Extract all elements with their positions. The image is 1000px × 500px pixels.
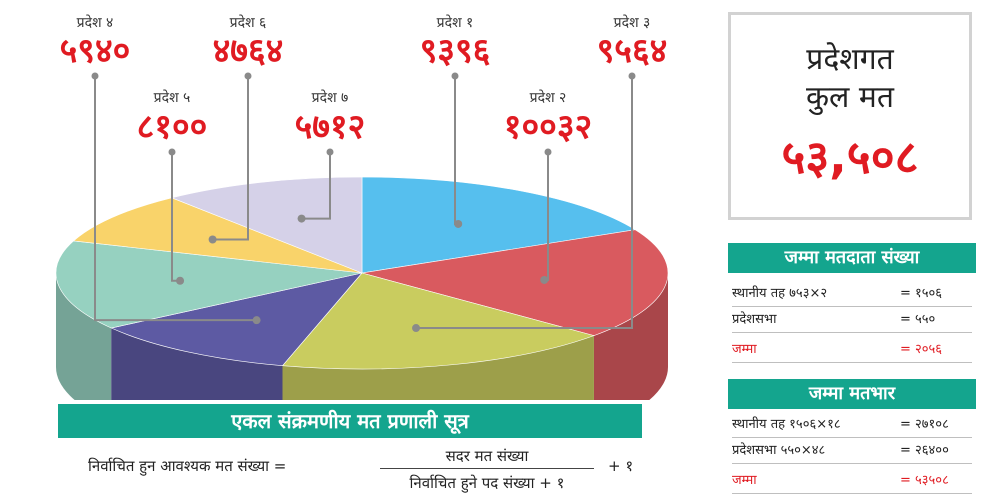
leader-end-7: [326, 148, 334, 156]
slice-value-7: ५७१२: [295, 107, 366, 147]
leader-line-3: [416, 74, 633, 330]
voters-row-total: जम्मा = २०५६: [732, 337, 972, 363]
pie-slice-3: [281, 272, 595, 370]
formula-denominator: निर्वाचित हुने पद संख्या + १: [409, 474, 565, 492]
weight-row-province-value: = २६४००: [900, 443, 949, 458]
leader-line-7: [301, 150, 331, 220]
voters-row-province-label: प्रदेशसभा: [732, 312, 777, 327]
formula-header: एकल संक्रमणीय मत प्रणाली सूत्र: [58, 404, 642, 438]
weight-row-local-value: = २७१०८: [900, 417, 949, 432]
weight-row-province: प्रदेशसभा ५५०×४८ = २६४००: [732, 438, 972, 464]
leader-line-6: [212, 74, 249, 241]
weight-row-total: जम्मा = ५३५०८: [732, 468, 972, 494]
slice-label-2: प्रदेश २: [530, 89, 567, 106]
total-title-line1: प्रदेशगत: [806, 42, 894, 77]
leader-line-4: [94, 74, 257, 322]
leader-dot-7: [297, 214, 306, 223]
pie-side-3: [282, 335, 594, 400]
leader-dot-1: [454, 219, 463, 228]
weight-header: जम्मा मतभार: [728, 379, 976, 409]
leader-dot-4: [252, 316, 261, 325]
slice-value-1: ९३९६: [420, 31, 491, 71]
leader-dot-5: [176, 276, 185, 285]
formula-tail: + १: [608, 457, 634, 475]
leader-end-6: [244, 72, 252, 80]
pie-slice-2: [361, 229, 669, 336]
quota-formula: निर्वाचित हुन आवश्यक मत संख्या = सदर मत …: [88, 446, 648, 500]
leader-dot-3: [412, 324, 421, 333]
voters-row-province-value: = ५५०: [900, 312, 936, 327]
voters-header: जम्मा मतदाता संख्या: [728, 243, 976, 273]
total-title-line2: कुल मत: [806, 80, 894, 115]
total-votes-box: प्रदेशगत कुल मत ५३,५०८: [728, 12, 972, 220]
leader-end-1: [451, 72, 459, 80]
slice-value-2: १००३२: [504, 107, 592, 147]
voters-row-local: स्थानीय तह ७५३×२ = १५०६: [732, 281, 972, 307]
formula-numerator: सदर मत संख्या: [445, 447, 529, 465]
pie-slice-1: [361, 176, 637, 274]
pie-side-2: [593, 273, 668, 400]
weight-row-local-label: स्थानीय तह १५०६×१८: [732, 417, 841, 432]
slice-label-3: प्रदेश ३: [614, 14, 651, 31]
slice-label-7: प्रदेश ७: [312, 89, 349, 106]
slice-label-5: प्रदेश ५: [154, 89, 191, 106]
voters-row-local-value: = १५०६: [900, 286, 943, 301]
pie-side-5: [56, 273, 112, 400]
leader-end-5: [168, 148, 176, 156]
leader-end-4: [91, 72, 99, 80]
slice-value-4: ५९४०: [60, 31, 131, 71]
pie-side-4: [111, 328, 283, 400]
slice-value-5: ८१००: [137, 107, 208, 147]
slice-value-6: ४७६४: [213, 31, 284, 71]
formula-fraction-bar: [380, 468, 594, 469]
voters-row-local-label: स्थानीय तह ७५३×२: [732, 286, 828, 301]
voters-row-total-value: = २०५६: [900, 342, 943, 357]
leader-end-3: [628, 72, 636, 80]
slice-label-6: प्रदेश ६: [230, 14, 267, 31]
leader-dot-2: [540, 275, 549, 284]
weight-row-total-label: जम्मा: [732, 473, 757, 488]
slice-label-1: प्रदेश १: [437, 14, 474, 31]
leader-dot-6: [208, 235, 217, 244]
total-votes-value: ५३,५०८: [781, 130, 919, 184]
voters-row-total-label: जम्मा: [732, 342, 757, 357]
slice-value-3: ९५६४: [597, 31, 668, 71]
pie-slice-7: [170, 176, 363, 274]
formula-lhs: निर्वाचित हुन आवश्यक मत संख्या =: [88, 457, 287, 475]
weight-row-local: स्थानीय तह १५०६×१८ = २७१०८: [732, 412, 972, 438]
pie-slice-6: [72, 197, 363, 274]
weight-row-province-label: प्रदेशसभा ५५०×४८: [732, 443, 826, 458]
slice-label-4: प्रदेश ४: [77, 14, 114, 31]
leader-end-2: [544, 148, 552, 156]
total-votes-title: प्रदेशगत कुल मत: [731, 41, 969, 117]
weight-row-total-value: = ५३५०८: [900, 473, 949, 488]
voters-row-province: प्रदेशसभा = ५५०: [732, 307, 972, 333]
